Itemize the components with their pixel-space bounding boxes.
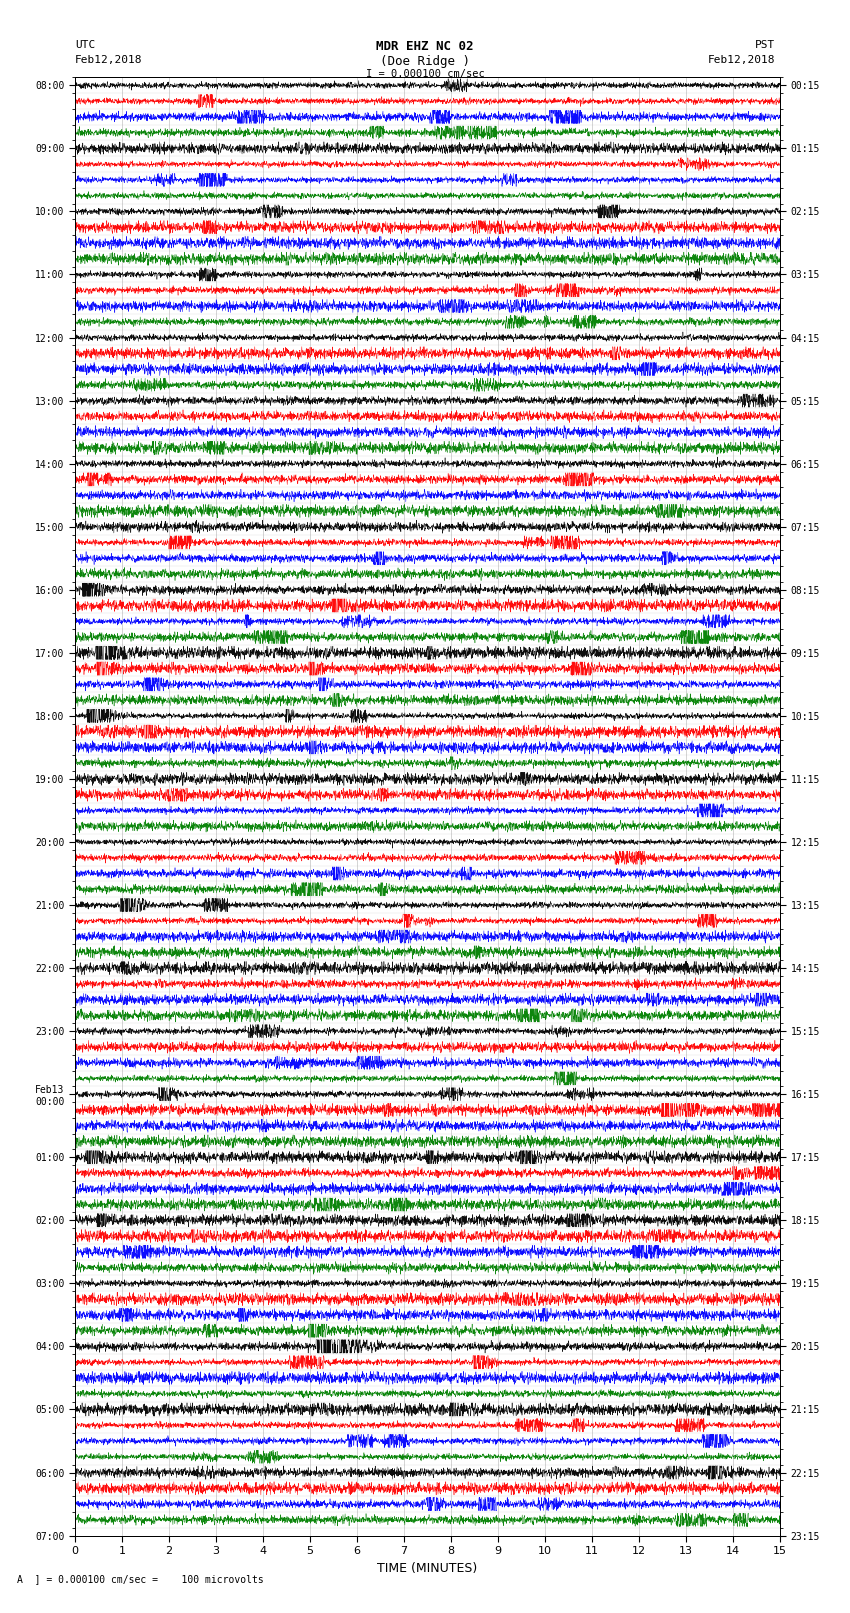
X-axis label: TIME (MINUTES): TIME (MINUTES): [377, 1561, 478, 1574]
Text: I = 0.000100 cm/sec: I = 0.000100 cm/sec: [366, 69, 484, 79]
Text: (Doe Ridge ): (Doe Ridge ): [380, 55, 470, 68]
Text: MDR EHZ NC 02: MDR EHZ NC 02: [377, 40, 473, 53]
Text: A  ] = 0.000100 cm/sec =    100 microvolts: A ] = 0.000100 cm/sec = 100 microvolts: [17, 1574, 264, 1584]
Text: PST: PST: [755, 40, 775, 50]
Text: UTC: UTC: [75, 40, 95, 50]
Text: Feb12,2018: Feb12,2018: [75, 55, 142, 65]
Text: Feb12,2018: Feb12,2018: [708, 55, 775, 65]
